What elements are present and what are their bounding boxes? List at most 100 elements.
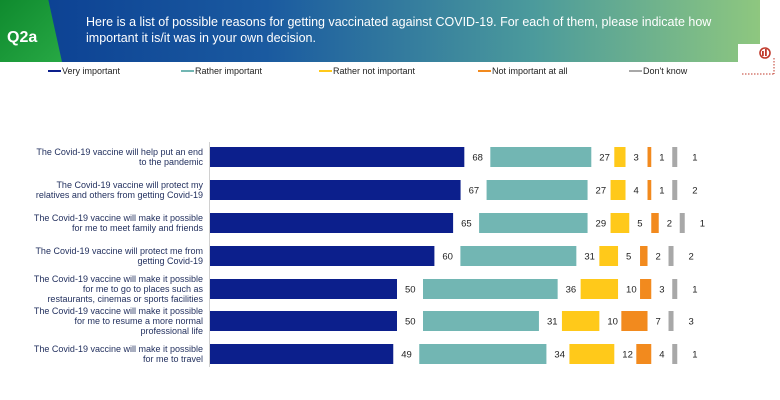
question-id: Q2a xyxy=(7,29,38,46)
data-label: 36 xyxy=(566,285,577,296)
bar-very-important xyxy=(210,147,465,167)
header-banner: Q2a Here is a list of possible reasons f… xyxy=(0,0,760,62)
data-label: 27 xyxy=(596,186,607,197)
bar-very-important xyxy=(210,311,397,331)
data-label: 31 xyxy=(547,317,558,328)
data-label: 31 xyxy=(584,252,595,263)
legend-item-very-important: Very important xyxy=(48,66,120,76)
data-label: 3 xyxy=(634,153,639,164)
bar-don-t-know xyxy=(672,279,678,299)
data-label: 1 xyxy=(700,219,705,230)
bar-rather-not-important xyxy=(569,344,615,364)
data-label: 2 xyxy=(656,252,661,263)
data-label: 50 xyxy=(405,285,416,296)
bar-not-important-at-all xyxy=(640,246,648,266)
category-label-line: relatives and others from getting Covid-… xyxy=(36,190,203,200)
bar-don-t-know xyxy=(668,311,674,331)
chart-legend: Very important Rather important Rather not… xyxy=(0,66,780,82)
data-label: 3 xyxy=(659,285,664,296)
legend-item-don-t-know: Don't know xyxy=(629,66,687,76)
category-label-line: The Covid-19 vaccine will protect me fro… xyxy=(35,246,203,256)
legend-swatch xyxy=(629,70,642,72)
legend-swatch xyxy=(181,70,194,72)
bar-very-important xyxy=(210,180,461,200)
bar-not-important-at-all xyxy=(647,147,652,167)
legend-item-rather-not-important: Rather not important xyxy=(319,66,415,76)
category-label-line: professional life xyxy=(140,326,203,336)
bar-don-t-know xyxy=(668,246,674,266)
category-label-line: The Covid-19 vaccine will make it possib… xyxy=(34,274,203,284)
bar-rather-important xyxy=(490,147,592,167)
data-label: 1 xyxy=(692,153,697,164)
bar-don-t-know xyxy=(672,180,678,200)
category-label: The Covid-19 vaccine will protect me fro… xyxy=(35,246,203,266)
data-label: 60 xyxy=(442,252,453,263)
data-label: 2 xyxy=(692,186,697,197)
bar-don-t-know xyxy=(679,213,685,233)
data-label: 1 xyxy=(659,186,664,197)
chart-decoration-icon xyxy=(738,44,776,76)
category-label-line: restaurants, cinemas or sports facilitie… xyxy=(47,294,203,304)
legend-label: Rather important xyxy=(195,66,263,76)
data-label: 67 xyxy=(469,186,480,197)
bar-rather-important xyxy=(423,279,558,299)
bar-very-important xyxy=(210,344,394,364)
data-label: 10 xyxy=(626,285,637,296)
data-label: 2 xyxy=(667,219,672,230)
category-label-line: for me to meet family and friends xyxy=(72,223,204,233)
legend-swatch xyxy=(319,70,332,72)
category-label: The Covid-19 vaccine will make it possib… xyxy=(34,306,203,336)
bar-rather-important xyxy=(423,311,539,331)
data-label: 50 xyxy=(405,317,416,328)
bar-rather-important xyxy=(419,344,547,364)
data-label: 1 xyxy=(692,285,697,296)
bar-rather-important xyxy=(486,180,588,200)
category-label-line: for me to travel xyxy=(143,354,203,364)
bar-rather-not-important xyxy=(580,279,619,299)
bar-rather-not-important xyxy=(610,213,630,233)
legend-label: Rather not important xyxy=(333,66,416,76)
legend-label: Don't know xyxy=(643,66,688,76)
legend-swatch xyxy=(478,70,491,72)
data-label: 5 xyxy=(626,252,631,263)
data-label: 10 xyxy=(607,317,618,328)
category-label: The Covid-19 vaccine will make it possib… xyxy=(34,274,204,304)
data-label: 4 xyxy=(634,186,639,197)
bar-not-important-at-all xyxy=(651,213,659,233)
bar-not-important-at-all xyxy=(640,279,652,299)
bar-very-important xyxy=(210,213,454,233)
bar-very-important xyxy=(210,246,435,266)
data-label: 29 xyxy=(596,219,607,230)
legend-item-rather-important: Rather important xyxy=(181,66,262,76)
data-label: 27 xyxy=(599,153,610,164)
bar-not-important-at-all xyxy=(636,344,652,364)
data-label: 5 xyxy=(637,219,642,230)
data-label: 49 xyxy=(401,350,412,361)
category-label-line: to the pandemic xyxy=(139,157,204,167)
bar-not-important-at-all xyxy=(621,311,648,331)
bar-don-t-know xyxy=(672,147,678,167)
data-label: 65 xyxy=(461,219,472,230)
data-label: 12 xyxy=(622,350,633,361)
legend-label: Not important at all xyxy=(492,66,568,76)
bar-rather-important xyxy=(460,246,577,266)
category-label-line: The Covid-19 vaccine will make it possib… xyxy=(34,306,203,316)
data-label: 2 xyxy=(689,252,694,263)
legend-swatch xyxy=(48,70,61,72)
category-label-line: The Covid-19 vaccine will make it possib… xyxy=(34,344,203,354)
category-label-line: for me to resume a more normal xyxy=(74,316,203,326)
category-label: The Covid-19 vaccine will make it possib… xyxy=(34,213,204,233)
bar-rather-not-important xyxy=(599,246,619,266)
data-label: 68 xyxy=(472,153,483,164)
question-title: Here is a list of possible reasons for g… xyxy=(86,15,712,45)
category-label: The Covid-19 vaccine will help put an en… xyxy=(36,147,203,167)
data-label: 1 xyxy=(659,153,664,164)
category-label-line: for me to go to places such as xyxy=(83,284,204,294)
bar-rather-not-important xyxy=(614,147,626,167)
category-label-line: getting Covid-19 xyxy=(137,256,203,266)
category-label-line: The Covid-19 vaccine will make it possib… xyxy=(34,213,203,223)
category-label: The Covid-19 vaccine will protect my rela… xyxy=(36,180,204,200)
bar-not-important-at-all xyxy=(647,180,652,200)
legend-label: Very important xyxy=(62,66,121,76)
